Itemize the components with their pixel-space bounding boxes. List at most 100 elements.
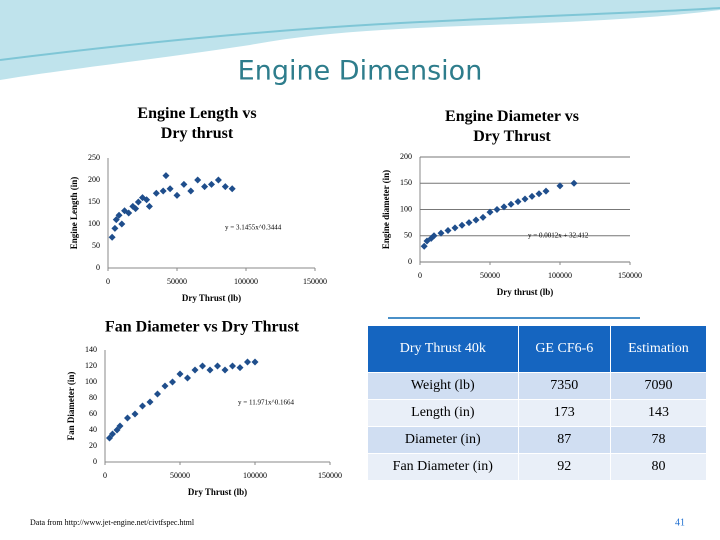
- x-axis-label: Dry Thrust (lb): [188, 487, 247, 497]
- x-tick-label: 50000: [167, 277, 187, 286]
- header-row: Dry Thrust 40k GE CF6-6 Estimation: [367, 325, 708, 373]
- point: [143, 196, 151, 204]
- point: [108, 233, 116, 241]
- point: [162, 172, 170, 180]
- point: [125, 209, 133, 217]
- x-tick-label: 100000: [243, 471, 267, 480]
- cell: 80: [609, 453, 708, 481]
- table: Dry Thrust 40k GE CF6-6 Estimation Weigh…: [367, 325, 708, 481]
- point: [228, 185, 236, 193]
- slide-title: Engine Dimension: [238, 56, 483, 87]
- trend-equation: y = 11.971x^0.1664: [238, 399, 294, 407]
- cell: Estimation: [609, 325, 708, 373]
- point: [118, 220, 126, 228]
- cell: Length (in): [367, 399, 519, 427]
- point: [161, 382, 169, 390]
- cell: Diameter (in): [367, 426, 519, 454]
- point: [542, 187, 550, 195]
- swoosh: [0, 0, 720, 80]
- y-tick-label: 40: [89, 425, 97, 434]
- y-tick-label: 50: [92, 241, 100, 250]
- point: [556, 182, 564, 190]
- point: [116, 422, 124, 430]
- point: [132, 205, 140, 213]
- point: [166, 185, 174, 193]
- page-number: 41: [675, 517, 685, 528]
- point: [244, 358, 251, 366]
- point: [152, 189, 160, 197]
- x-tick-label: 0: [103, 471, 107, 480]
- cell: 143: [609, 399, 708, 427]
- row: Diameter (in) 87 78: [367, 426, 708, 454]
- trend-equation: y = 3.1455x^0.3444: [225, 224, 282, 232]
- y-tick-label: 200: [400, 152, 412, 161]
- y-tick-label: 0: [93, 457, 97, 466]
- point: [500, 203, 508, 211]
- point: [570, 179, 578, 187]
- point: [112, 216, 120, 224]
- point: [111, 224, 119, 232]
- y-tick-label: 150: [400, 178, 412, 187]
- cell: Dry Thrust 40k: [367, 325, 519, 373]
- x-tick-label: 100000: [548, 271, 572, 280]
- point: [201, 183, 209, 191]
- point: [221, 183, 229, 191]
- cell: 173: [517, 399, 611, 427]
- point: [535, 190, 543, 198]
- row: Length (in) 173 143: [367, 399, 708, 427]
- x-axis-label: Dry Thrust (lb): [182, 293, 241, 303]
- swoosh-line: [0, 7, 720, 61]
- chart-title: Fan Diameter vs Dry Thrust: [105, 319, 300, 336]
- y-tick-label: 250: [88, 153, 100, 162]
- x-tick-label: 150000: [303, 277, 327, 286]
- x-tick-label: 0: [418, 271, 422, 280]
- point: [180, 180, 188, 188]
- y-tick-label: 80: [89, 393, 97, 402]
- point: [514, 198, 522, 206]
- point: [214, 176, 222, 184]
- point: [486, 208, 494, 216]
- cell: Fan Diameter (in): [367, 453, 519, 481]
- chart-title: Engine Diameter vs Dry Thrust: [445, 108, 579, 145]
- point: [124, 414, 131, 422]
- y-tick-label: 100: [400, 204, 412, 213]
- y-tick-label: 150: [88, 197, 100, 206]
- point: [159, 187, 167, 195]
- point: [221, 366, 229, 374]
- point: [134, 198, 142, 206]
- x-tick-label: 100000: [234, 277, 258, 286]
- point: [479, 213, 487, 221]
- point: [139, 402, 146, 410]
- y-tick-label: 120: [85, 361, 97, 370]
- y-tick-label: 20: [89, 441, 97, 450]
- point: [173, 191, 181, 199]
- y-tick-label: 60: [89, 409, 97, 418]
- point: [458, 221, 466, 229]
- point: [154, 390, 161, 398]
- cell: 92: [517, 453, 611, 481]
- cell: 87: [517, 426, 611, 454]
- cell: Weight (lb): [367, 372, 519, 400]
- cell: 78: [609, 426, 708, 454]
- point: [465, 219, 473, 227]
- point: [187, 187, 195, 195]
- trend-equation: y = 0.0012x + 32.412: [528, 232, 589, 240]
- x-tick-label: 150000: [618, 271, 642, 280]
- point: [191, 366, 199, 374]
- point: [451, 224, 459, 232]
- point: [131, 410, 139, 418]
- y-tick-label: 100: [85, 377, 97, 386]
- x-tick-label: 150000: [318, 471, 342, 480]
- cell: 7350: [517, 372, 611, 400]
- point: [199, 362, 206, 370]
- cell: GE CF6-6: [517, 325, 611, 373]
- x-axis-label: Dry thrust (lb): [497, 287, 554, 297]
- point: [145, 202, 153, 210]
- point: [437, 229, 445, 237]
- point: [146, 398, 154, 406]
- point: [184, 374, 191, 382]
- point: [115, 211, 123, 219]
- row: Fan Diameter (in) 92 80: [367, 453, 708, 481]
